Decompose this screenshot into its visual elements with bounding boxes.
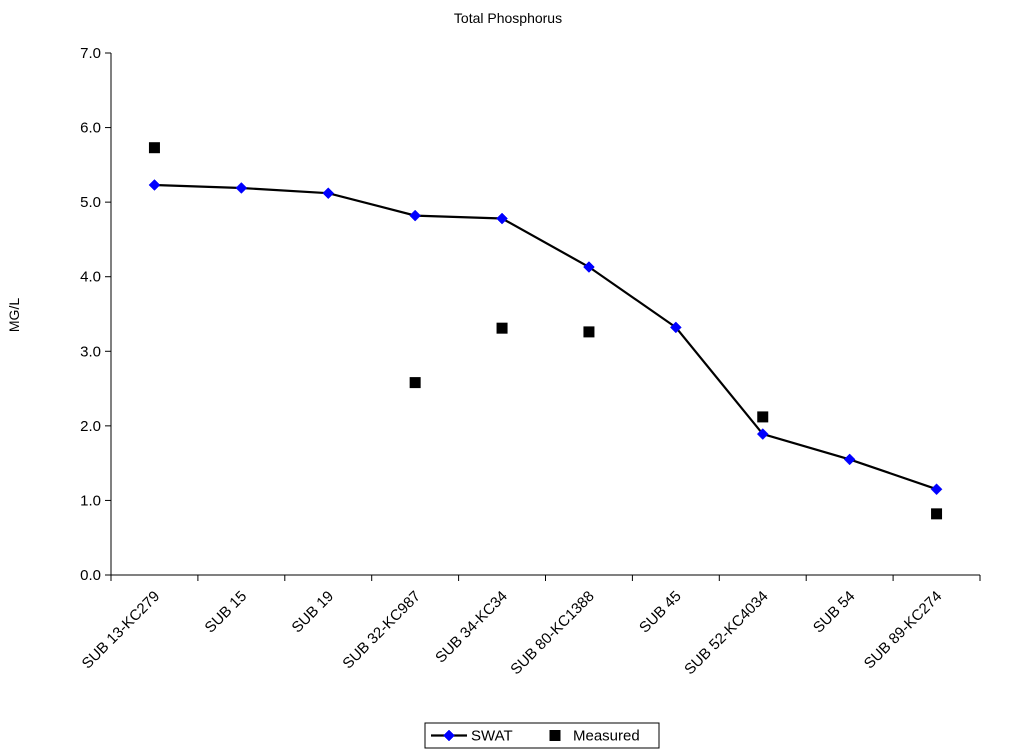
swat-series-line xyxy=(154,183,937,491)
x-tick-label: SUB 19 xyxy=(288,588,337,637)
x-tick-label: SUB 32-KC987 xyxy=(339,588,424,673)
measured-point xyxy=(496,322,508,334)
legend-swat-marker xyxy=(443,729,455,742)
swat-point xyxy=(843,453,856,466)
swat-point xyxy=(583,261,595,273)
legend: SWAT Measured xyxy=(424,722,660,749)
swat-point xyxy=(322,187,335,200)
axes xyxy=(110,53,980,576)
x-tick-label: SUB 13-KC279 xyxy=(79,588,164,673)
x-tick-label: SUB 52-KC4034 xyxy=(681,588,771,678)
y-axis-label: MG/L xyxy=(6,298,22,332)
y-tick-label: 2.0 xyxy=(80,418,101,435)
y-tick-label: 4.0 xyxy=(80,269,101,286)
swat-point xyxy=(409,209,422,222)
measured-point xyxy=(757,411,769,423)
legend-measured-marker xyxy=(549,730,561,741)
x-axis-ticks: SUB 13-KC279 SUB 15 SUB 19 SUB 32-KC987 SUB … xyxy=(79,575,981,678)
swat-point xyxy=(756,428,769,440)
x-tick-label: SUB 89-KC274 xyxy=(861,588,946,673)
swat-point xyxy=(496,212,508,225)
series-layer xyxy=(148,142,943,520)
y-axis-ticks: 0.0 1.0 2.0 3.0 4.0 5.0 6.0 7.0 xyxy=(80,45,111,584)
swat-point xyxy=(235,182,248,194)
x-tick-label: SUB 45 xyxy=(636,588,685,637)
x-tick-label: SUB 15 xyxy=(202,588,251,637)
measured-point xyxy=(931,508,943,520)
y-tick-label: 0.0 xyxy=(80,567,101,584)
legend-measured-label: Measured xyxy=(573,728,640,745)
swat-point xyxy=(930,483,943,496)
y-tick-label: 7.0 xyxy=(80,45,101,62)
x-tick-label: SUB 80-KC1388 xyxy=(507,588,597,678)
measured-point xyxy=(409,377,421,389)
x-tick-label: SUB 54 xyxy=(810,588,859,637)
legend-swat-label: SWAT xyxy=(471,728,513,745)
swat-point xyxy=(669,321,682,334)
y-tick-label: 6.0 xyxy=(80,120,101,137)
chart-title: Total Phosphorus xyxy=(454,10,562,26)
measured-point xyxy=(583,326,595,338)
measured-point xyxy=(148,142,160,154)
y-tick-label: 5.0 xyxy=(80,194,101,211)
x-tick-label: SUB 34-KC34 xyxy=(432,588,511,667)
swat-point xyxy=(148,179,161,191)
y-tick-label: 1.0 xyxy=(80,492,101,509)
y-tick-label: 3.0 xyxy=(80,343,101,360)
